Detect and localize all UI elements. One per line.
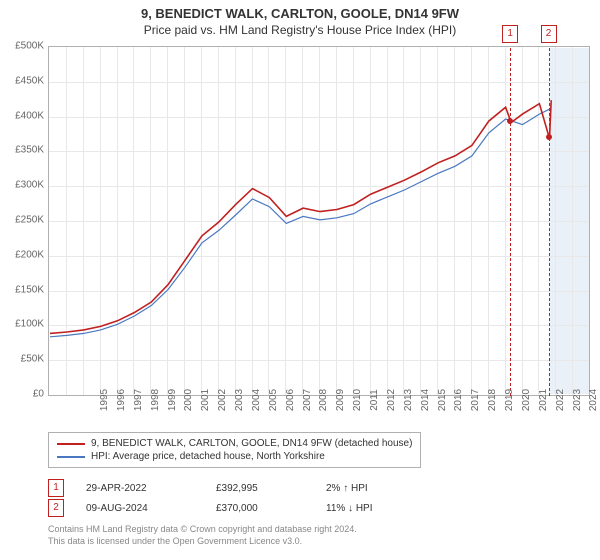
x-tick-label: 1997	[133, 389, 144, 411]
x-tick-label: 2016	[453, 389, 464, 411]
series-line	[50, 109, 550, 337]
transaction-row: 2 09-AUG-2024£370,00011% ↓ HPI	[48, 498, 446, 518]
x-tick-label: 2010	[352, 389, 363, 411]
marker-vline	[549, 48, 550, 396]
y-tick-label: £400K	[15, 110, 44, 121]
x-tick-label: 2024	[588, 389, 599, 411]
y-tick-label: £350K	[15, 145, 44, 156]
x-tick-label: 2012	[386, 389, 397, 411]
x-tick-label: 2009	[335, 389, 346, 411]
x-tick-label: 1998	[150, 389, 161, 411]
x-tick-label: 1999	[167, 389, 178, 411]
x-tick-label: 2015	[437, 389, 448, 411]
marker-label: 1	[502, 25, 518, 43]
x-tick-label: 2008	[318, 389, 329, 411]
x-tick-label: 2005	[268, 389, 279, 411]
x-tick-label: 2018	[487, 389, 498, 411]
legend-swatch	[57, 443, 85, 445]
x-tick-label: 2021	[538, 389, 549, 411]
transaction-marker: 1	[48, 479, 64, 497]
marker-dot	[507, 118, 513, 124]
marker-vline	[510, 48, 511, 396]
x-tick-label: 2013	[403, 389, 414, 411]
transactions-table: 1 29-APR-2022£392,9952% ↑ HPI 2 09-AUG-2024…	[48, 478, 446, 518]
transaction-price: £392,995	[216, 483, 326, 494]
y-tick-label: £450K	[15, 75, 44, 86]
transaction-diff: 11% ↓ HPI	[326, 503, 446, 514]
legend-box: 9, BENEDICT WALK, CARLTON, GOOLE, DN14 9…	[48, 432, 421, 468]
y-tick-label: £100K	[15, 319, 44, 330]
x-tick-label: 2001	[200, 389, 211, 411]
y-tick-label: £500K	[15, 41, 44, 52]
y-tick-label: £250K	[15, 215, 44, 226]
y-tick-label: £50K	[21, 354, 44, 365]
series-svg	[50, 48, 590, 396]
plot-area: 12	[48, 46, 590, 396]
legend-label: HPI: Average price, detached house, Nort…	[91, 451, 325, 462]
transaction-row: 1 29-APR-2022£392,9952% ↑ HPI	[48, 478, 446, 498]
x-tick-label: 1995	[99, 389, 110, 411]
footer-line-2: This data is licensed under the Open Gov…	[48, 536, 357, 548]
x-tick-label: 2019	[504, 389, 515, 411]
y-tick-label: £200K	[15, 249, 44, 260]
x-tick-label: 2011	[369, 389, 380, 411]
transaction-price: £370,000	[216, 503, 326, 514]
legend-item: 9, BENEDICT WALK, CARLTON, GOOLE, DN14 9…	[57, 437, 412, 450]
x-tick-label: 2007	[302, 389, 313, 411]
x-tick-label: 2006	[285, 389, 296, 411]
page: 9, BENEDICT WALK, CARLTON, GOOLE, DN14 9…	[0, 0, 600, 560]
footer: Contains HM Land Registry data © Crown c…	[48, 524, 357, 547]
x-tick-label: 1996	[116, 389, 127, 411]
marker-label: 2	[541, 25, 557, 43]
x-tick-label: 2023	[572, 389, 583, 411]
footer-line-1: Contains HM Land Registry data © Crown c…	[48, 524, 357, 536]
y-tick-label: £300K	[15, 180, 44, 191]
marker-dot	[546, 134, 552, 140]
x-tick-label: 2002	[217, 389, 228, 411]
chart: 12 1995 1996 1997 1998 1999 2000 2001 2002 2003 2…	[48, 46, 590, 426]
x-tick-label: 2014	[420, 389, 431, 411]
y-tick-label: £150K	[15, 284, 44, 295]
y-tick-label: £0	[33, 389, 44, 400]
legend-label: 9, BENEDICT WALK, CARLTON, GOOLE, DN14 9…	[91, 438, 412, 449]
legend: 9, BENEDICT WALK, CARLTON, GOOLE, DN14 9…	[48, 432, 590, 468]
transaction-date: 09-AUG-2024	[86, 503, 216, 514]
x-tick-label: 2022	[555, 389, 566, 411]
x-tick-label: 2020	[521, 389, 532, 411]
legend-item: HPI: Average price, detached house, Nort…	[57, 450, 412, 463]
transaction-diff: 2% ↑ HPI	[326, 483, 446, 494]
page-title: 9, BENEDICT WALK, CARLTON, GOOLE, DN14 9…	[0, 0, 600, 21]
x-tick-label: 2000	[183, 389, 194, 411]
x-tick-label: 2003	[234, 389, 245, 411]
transaction-marker: 2	[48, 499, 64, 517]
transaction-date: 29-APR-2022	[86, 483, 216, 494]
x-tick-label: 2004	[251, 389, 262, 411]
legend-swatch	[57, 456, 85, 458]
x-tick-label: 2017	[470, 389, 481, 411]
